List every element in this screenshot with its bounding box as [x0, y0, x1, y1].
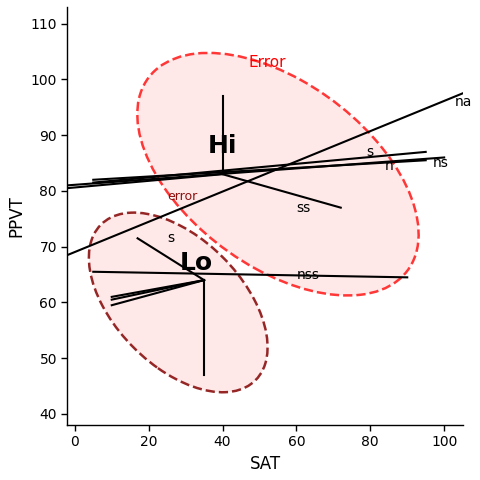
Text: na: na — [455, 95, 473, 109]
Text: s: s — [168, 231, 175, 245]
X-axis label: SAT: SAT — [250, 455, 281, 473]
Text: Lo: Lo — [180, 252, 213, 276]
Text: Error: Error — [248, 55, 286, 70]
Text: nss: nss — [297, 267, 319, 282]
Text: Hi: Hi — [208, 134, 237, 158]
Ellipse shape — [89, 213, 267, 392]
Text: ns: ns — [433, 156, 449, 170]
Text: n: n — [385, 159, 394, 173]
Ellipse shape — [137, 53, 419, 296]
Text: error: error — [167, 190, 197, 203]
Y-axis label: PPVT: PPVT — [7, 195, 25, 237]
Text: s: s — [367, 145, 374, 159]
Text: ss: ss — [297, 201, 311, 215]
